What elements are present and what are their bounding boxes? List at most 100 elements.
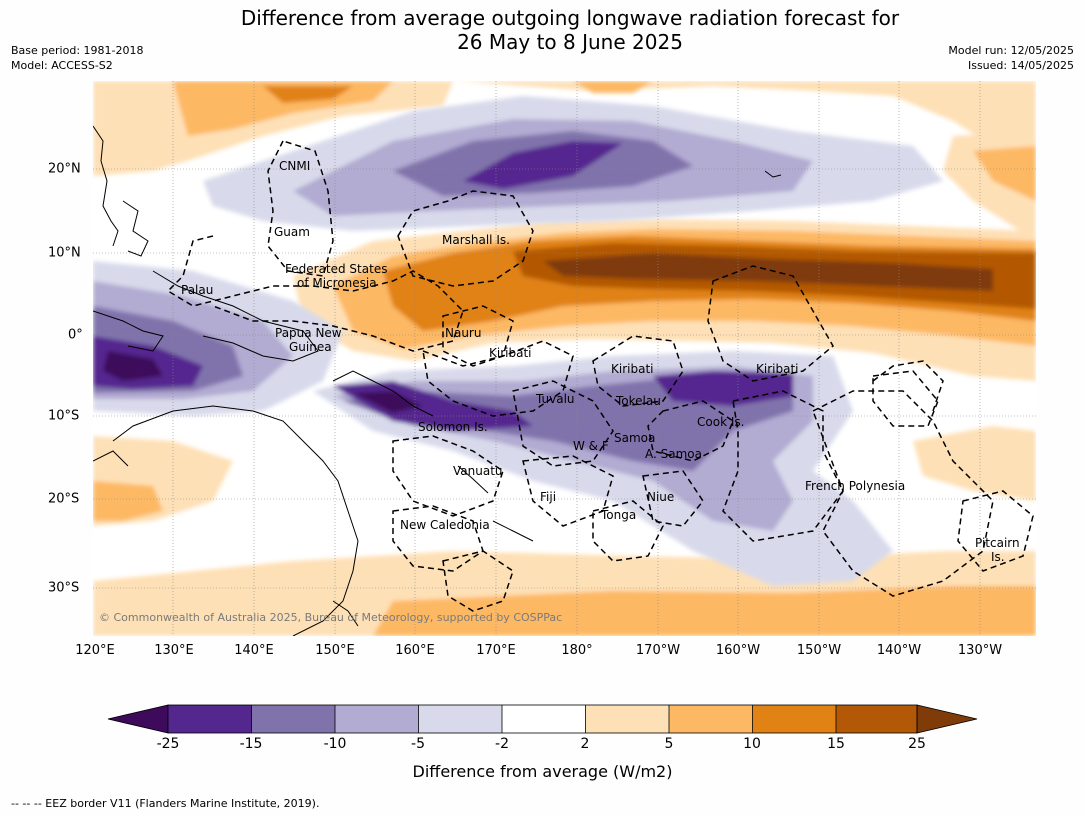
place-label: Tuvalu: [535, 392, 575, 406]
place-label: New Caledonia: [400, 518, 490, 532]
place-label: of Micronesia: [297, 276, 377, 290]
eez-marshall: [397, 190, 534, 287]
eez-borders: [166, 140, 1034, 612]
place-label: French Polynesia: [805, 479, 905, 493]
colorbar-tick: -2: [495, 736, 509, 752]
eez-marquesas: [872, 370, 939, 427]
longitude-tick: 150°W: [796, 643, 842, 658]
eez-fiji: [522, 455, 614, 527]
latitude-tick: 30°S: [48, 580, 80, 596]
footnote: -- -- -- EEZ border V11 (Flanders Marine…: [11, 797, 320, 810]
colorbar-bin: [418, 705, 502, 733]
colorbar-tick: 15: [827, 736, 845, 752]
meta-right: Model run: 12/05/2025 Issued: 14/05/2025: [948, 43, 1074, 73]
colorbar-extend-low: [107, 704, 169, 734]
longitude-tick: 140°W: [876, 643, 922, 658]
colorbar-tick: 5: [664, 736, 674, 752]
place-label: Kiribati: [489, 346, 531, 360]
latitude-tick: 10°S: [48, 408, 80, 424]
coastlines: [93, 125, 782, 636]
coastline-hawaii: [764, 170, 782, 178]
negative-anomaly-field: [93, 96, 943, 586]
eez-kiribati-phoenix: [592, 335, 684, 407]
chart-title: Difference from average outgoing longwav…: [0, 6, 1085, 54]
place-label: Marshall Is.: [442, 233, 510, 247]
place-label: Pitcairn: [975, 536, 1020, 550]
longitude-tick: 160°W: [715, 643, 761, 658]
place-label: Guinea: [289, 340, 332, 354]
colorbar-tick: -25: [156, 736, 180, 752]
longitude-tick: 170°W: [635, 643, 681, 658]
eez-kiribati-line: [707, 265, 834, 382]
colorbar-bin: [335, 705, 419, 733]
eez-french-polynesia: [812, 390, 994, 597]
place-label: Solomon Is.: [418, 420, 488, 434]
base-period: Base period: 1981-2018: [11, 44, 144, 57]
latitude-tick: 0°: [68, 327, 83, 343]
eez-kiribati-west: [422, 340, 574, 417]
latitude-tick: 20°S: [48, 491, 80, 507]
longitude-tick: 130°E: [154, 643, 194, 658]
copyright-notice: © Commonwealth of Australia 2025, Bureau…: [99, 611, 562, 624]
title-line-2: 26 May to 8 June 2025: [457, 30, 683, 54]
place-label: Is.: [991, 550, 1005, 564]
colorbar-tick: 10: [743, 736, 761, 752]
colorbar-bin: [251, 705, 335, 733]
model-run: Model run: 12/05/2025: [948, 44, 1074, 57]
coastline-solomon: [332, 370, 434, 417]
coastline-vanuatu: [457, 465, 489, 494]
place-label: W & F: [573, 439, 609, 453]
colorbar-extend-high: [916, 704, 978, 734]
eez-new-caledonia: [392, 505, 484, 572]
colorbar: [107, 704, 978, 734]
colorbar-tick: 25: [908, 736, 926, 752]
place-label: Fiji: [540, 490, 556, 504]
place-label: Tokelau: [615, 394, 661, 408]
eez-pitcairn: [957, 490, 1034, 572]
colorbar-label: Difference from average (W/m2): [412, 762, 673, 781]
coastline-new-guinea: [152, 270, 319, 362]
eez-tuvalu: [512, 380, 614, 467]
place-label: Samoa: [614, 431, 655, 445]
place-label: Vanuatu: [453, 464, 503, 478]
colorbar-bin: [168, 705, 252, 733]
place-label: Nauru: [445, 326, 481, 340]
place-label: Tonga: [600, 508, 636, 522]
place-label: Kiribati: [611, 362, 653, 376]
colorbar-bin: [585, 705, 669, 733]
colorbar-tick: 2: [580, 736, 590, 752]
latitude-tick: 20°N: [48, 161, 81, 177]
eez-micronesia: [166, 235, 464, 352]
eez-line-islands: [872, 360, 944, 412]
longitude-tick: 180°: [561, 643, 593, 658]
latitude-tick: 10°N: [48, 245, 81, 261]
place-label: Palau: [181, 283, 213, 297]
place-label: CNMI: [279, 159, 310, 173]
eez-cnmi-guam: [267, 140, 334, 277]
colorbar-bin: [836, 705, 917, 733]
longitude-tick: 160°E: [395, 643, 435, 658]
colorbar-tick: -5: [411, 736, 425, 752]
colorbar-dividers: [251, 705, 837, 733]
eez-samoa: [647, 400, 734, 462]
eez-niue: [642, 470, 704, 527]
place-label: Guam: [274, 225, 310, 239]
coastline-asia: [93, 125, 119, 247]
place-label: Papua New: [275, 326, 342, 340]
longitude-tick: 170°E: [476, 643, 516, 658]
coastline-indonesia: [93, 310, 164, 352]
colorbar-tick: -15: [239, 736, 263, 752]
coastline-new-zealand: [332, 600, 359, 627]
place-label: Kiribati: [756, 362, 798, 376]
coastline-australia: [112, 405, 359, 636]
eez-tonga: [592, 500, 664, 562]
place-labels: CNMI Guam Marshall Is. Federated States …: [181, 159, 1020, 564]
place-label: Cook Is.: [697, 415, 744, 429]
longitude-tick: 140°E: [234, 643, 274, 658]
eez-norfolk: [442, 550, 514, 612]
colorbar-frame: [167, 704, 918, 734]
coastline-australia-west: [93, 450, 129, 467]
model-name: Model: ACCESS-S2: [11, 59, 113, 72]
meta-left: Base period: 1981-2018 Model: ACCESS-S2: [11, 43, 143, 73]
longitude-tick: 120°E: [75, 643, 115, 658]
